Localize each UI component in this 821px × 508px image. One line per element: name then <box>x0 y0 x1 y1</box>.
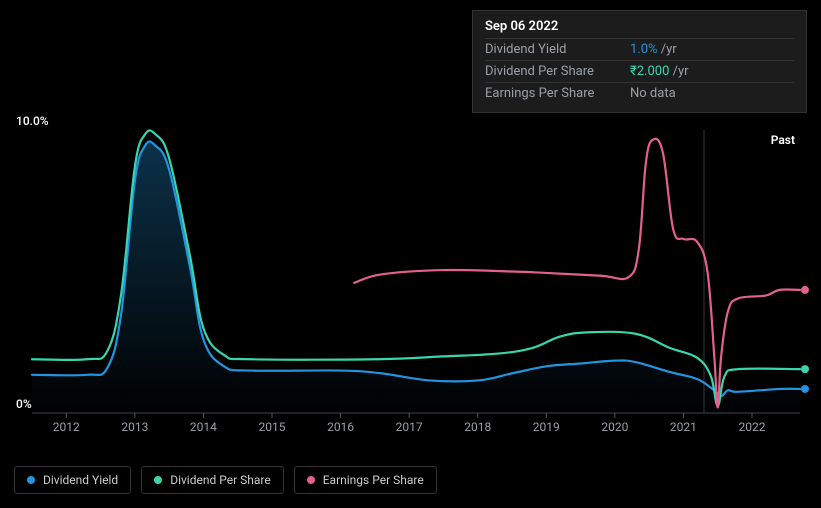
tooltip-row-label: Dividend Per Share <box>485 64 630 79</box>
tooltip-row-label: Dividend Yield <box>485 42 630 57</box>
x-tick-label: 2014 <box>190 420 217 434</box>
legend-label: Dividend Per Share <box>170 473 271 487</box>
tooltip-row: Dividend Yield1.0% /yr <box>485 38 794 60</box>
hover-tooltip: Sep 06 2022 Dividend Yield1.0% /yrDivide… <box>472 10 807 113</box>
x-tick-label: 2022 <box>739 420 766 434</box>
legend-dot <box>154 476 162 484</box>
legend: Dividend Yield Dividend Per Share Earnings… <box>14 466 437 494</box>
past-label: Past <box>771 133 795 147</box>
chart-root: Sep 06 2022 Dividend Yield1.0% /yrDivide… <box>0 0 821 508</box>
y-tick-label: 0% <box>16 397 32 411</box>
legend-dot <box>27 476 35 484</box>
tooltip-row: Earnings Per ShareNo data <box>485 82 794 104</box>
legend-dot <box>307 476 315 484</box>
tooltip-row-value: No data <box>630 86 676 101</box>
tooltip-row: Dividend Per Share₹2.000 /yr <box>485 60 794 82</box>
tooltip-rows: Dividend Yield1.0% /yrDividend Per Share… <box>485 38 794 104</box>
x-axis: 2012 2013 2014 2015 2016 2017 2018 2019 2020 2021… <box>0 420 821 440</box>
x-tick-label: 2015 <box>259 420 286 434</box>
x-tick-label: 2016 <box>327 420 354 434</box>
x-tick-label: 2021 <box>670 420 697 434</box>
x-tick-label: 2012 <box>53 420 80 434</box>
y-tick-label: 10.0% <box>16 114 49 128</box>
tooltip-row-value: ₹2.000 /yr <box>630 64 689 79</box>
x-tick-label: 2020 <box>601 420 628 434</box>
x-tick-label: 2018 <box>464 420 491 434</box>
x-tick-label: 2019 <box>533 420 560 434</box>
legend-item-dividend-per-share[interactable]: Dividend Per Share <box>141 466 284 494</box>
tooltip-date: Sep 06 2022 <box>485 19 794 34</box>
tooltip-row-value: 1.0% /yr <box>630 42 677 57</box>
x-tick-label: 2017 <box>396 420 423 434</box>
legend-label: Earnings Per Share <box>323 473 424 487</box>
legend-item-earnings-per-share[interactable]: Earnings Per Share <box>294 466 437 494</box>
x-tick-label: 2013 <box>121 420 148 434</box>
legend-label: Dividend Yield <box>43 473 118 487</box>
tooltip-row-label: Earnings Per Share <box>485 86 630 101</box>
legend-item-dividend-yield[interactable]: Dividend Yield <box>14 466 131 494</box>
